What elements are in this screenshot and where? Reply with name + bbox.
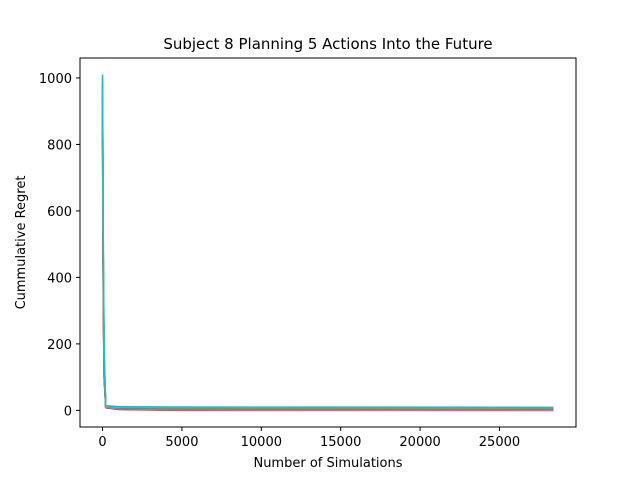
series-line-7: [101, 87, 554, 411]
x-tick-label: 20000: [399, 435, 440, 450]
series-line-6: [101, 104, 554, 412]
series-line-5: [101, 97, 554, 411]
y-tick-label: 0: [64, 404, 72, 419]
series-line-3: [101, 91, 554, 410]
y-axis-ticks: 0 200 400 600 800 1000: [39, 72, 80, 419]
y-tick-label: 1000: [39, 72, 72, 87]
x-axis-ticks: 0 5000 10000 15000 20000 25000: [98, 427, 520, 450]
x-tick-label: 0: [98, 435, 106, 450]
x-tick-label: 5000: [165, 435, 198, 450]
series-lines: [101, 74, 554, 412]
y-tick-label: 400: [47, 271, 72, 286]
x-axis-label: Number of Simulations: [253, 456, 402, 471]
series-line-8: [101, 81, 554, 411]
series-line-10: [101, 74, 554, 409]
x-tick-label: 10000: [241, 435, 282, 450]
plot-frame: [79, 57, 577, 428]
series-line-1: [101, 84, 554, 412]
y-tick-label: 200: [47, 338, 72, 353]
series-line-9: [101, 77, 554, 409]
series-line-2: [101, 94, 554, 411]
y-axis-label: Cummulative Regret: [14, 176, 29, 310]
x-tick-label: 15000: [320, 435, 361, 450]
chart-title: Subject 8 Planning 5 Actions Into the Fu…: [163, 35, 492, 53]
x-tick-label: 25000: [479, 435, 520, 450]
series-line-4: [101, 111, 554, 412]
y-tick-label: 600: [47, 205, 72, 220]
y-tick-label: 800: [47, 138, 72, 153]
